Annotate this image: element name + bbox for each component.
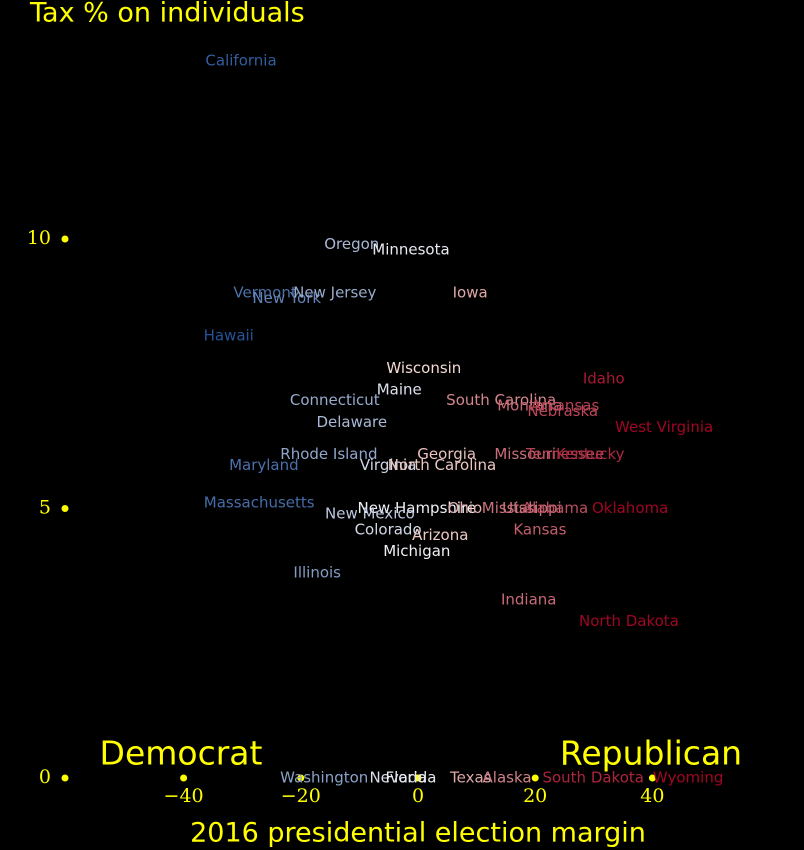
x-tick xyxy=(648,774,656,782)
state-point: Arizona xyxy=(412,526,468,544)
state-point: Hawaii xyxy=(204,327,254,345)
x-tick xyxy=(297,774,305,782)
state-point: Massachusetts xyxy=(204,494,315,512)
state-point: Illinois xyxy=(293,564,341,582)
state-point: Delaware xyxy=(316,413,387,431)
x-tick-label: −40 xyxy=(164,785,204,807)
x-tick xyxy=(414,774,422,782)
state-point: South Dakota xyxy=(542,769,644,787)
state-point: Rhode Island xyxy=(280,445,377,463)
state-point: North Dakota xyxy=(579,612,679,630)
state-point: Oregon xyxy=(324,235,379,253)
state-point: West Virginia xyxy=(615,418,713,436)
state-point: Tennessee xyxy=(525,445,604,463)
state-point: Indiana xyxy=(501,591,557,609)
state-point: Virginia xyxy=(360,456,417,474)
state-point: Washington xyxy=(280,769,368,787)
x-tick-label: 0 xyxy=(412,785,424,807)
y-tick xyxy=(61,235,69,243)
y-tick-label: 0 xyxy=(39,766,51,788)
state-point: Arkansas xyxy=(531,397,600,415)
state-point: Montana xyxy=(497,397,562,415)
y-tick xyxy=(61,505,69,512)
state-point: Georgia xyxy=(417,445,476,463)
state-point: Maryland xyxy=(229,456,299,474)
state-point: Minnesota xyxy=(372,240,449,258)
state-point: Vermont xyxy=(233,283,297,301)
state-point: New Jersey xyxy=(293,283,376,301)
state-point: Wisconsin xyxy=(386,359,461,377)
state-point: Florida xyxy=(385,769,436,787)
x-axis-label: 2016 presidential election margin xyxy=(190,818,646,849)
state-point: California xyxy=(205,52,276,70)
annotation: Democrat xyxy=(100,734,263,773)
x-tick xyxy=(531,774,539,782)
state-point: South Carolina xyxy=(446,391,556,409)
state-point: Utah xyxy=(502,499,538,517)
x-tick-label: 20 xyxy=(523,785,547,807)
state-point: Alaska xyxy=(483,769,532,787)
x-tick-label: 40 xyxy=(640,785,664,807)
state-point: Texas xyxy=(449,769,492,787)
state-point: Iowa xyxy=(453,283,488,301)
state-point: Kentucky xyxy=(556,445,625,463)
state-point: Oklahoma xyxy=(592,499,668,517)
state-point: Mississippi xyxy=(482,499,562,517)
state-point: Idaho xyxy=(583,370,625,388)
state-point: Connecticut xyxy=(290,391,380,409)
state-point: Maine xyxy=(377,380,422,398)
y-tick-label: 5 xyxy=(39,497,51,519)
state-point: New York xyxy=(252,289,321,307)
state-point: Kansas xyxy=(513,521,566,539)
state-point: Michigan xyxy=(383,542,450,560)
y-tick xyxy=(61,774,69,782)
state-point: Nebraska xyxy=(527,402,598,420)
state-point: New Mexico xyxy=(325,504,415,522)
state-point: Alabama xyxy=(522,499,588,517)
state-point: Wyoming xyxy=(653,769,723,787)
state-point: New Hampshire xyxy=(357,499,476,517)
state-point: Ohio xyxy=(448,499,483,517)
state-point: Missouri xyxy=(494,445,556,463)
state-point: Nevada xyxy=(369,769,426,787)
annotation: Republican xyxy=(560,734,742,773)
state-point: North Carolina xyxy=(388,456,496,474)
state-point: Colorado xyxy=(355,521,422,539)
x-tick xyxy=(180,774,188,782)
chart-title: Tax % on individuals xyxy=(29,0,305,29)
x-tick-label: −20 xyxy=(281,785,321,807)
y-tick-label: 10 xyxy=(27,227,51,249)
